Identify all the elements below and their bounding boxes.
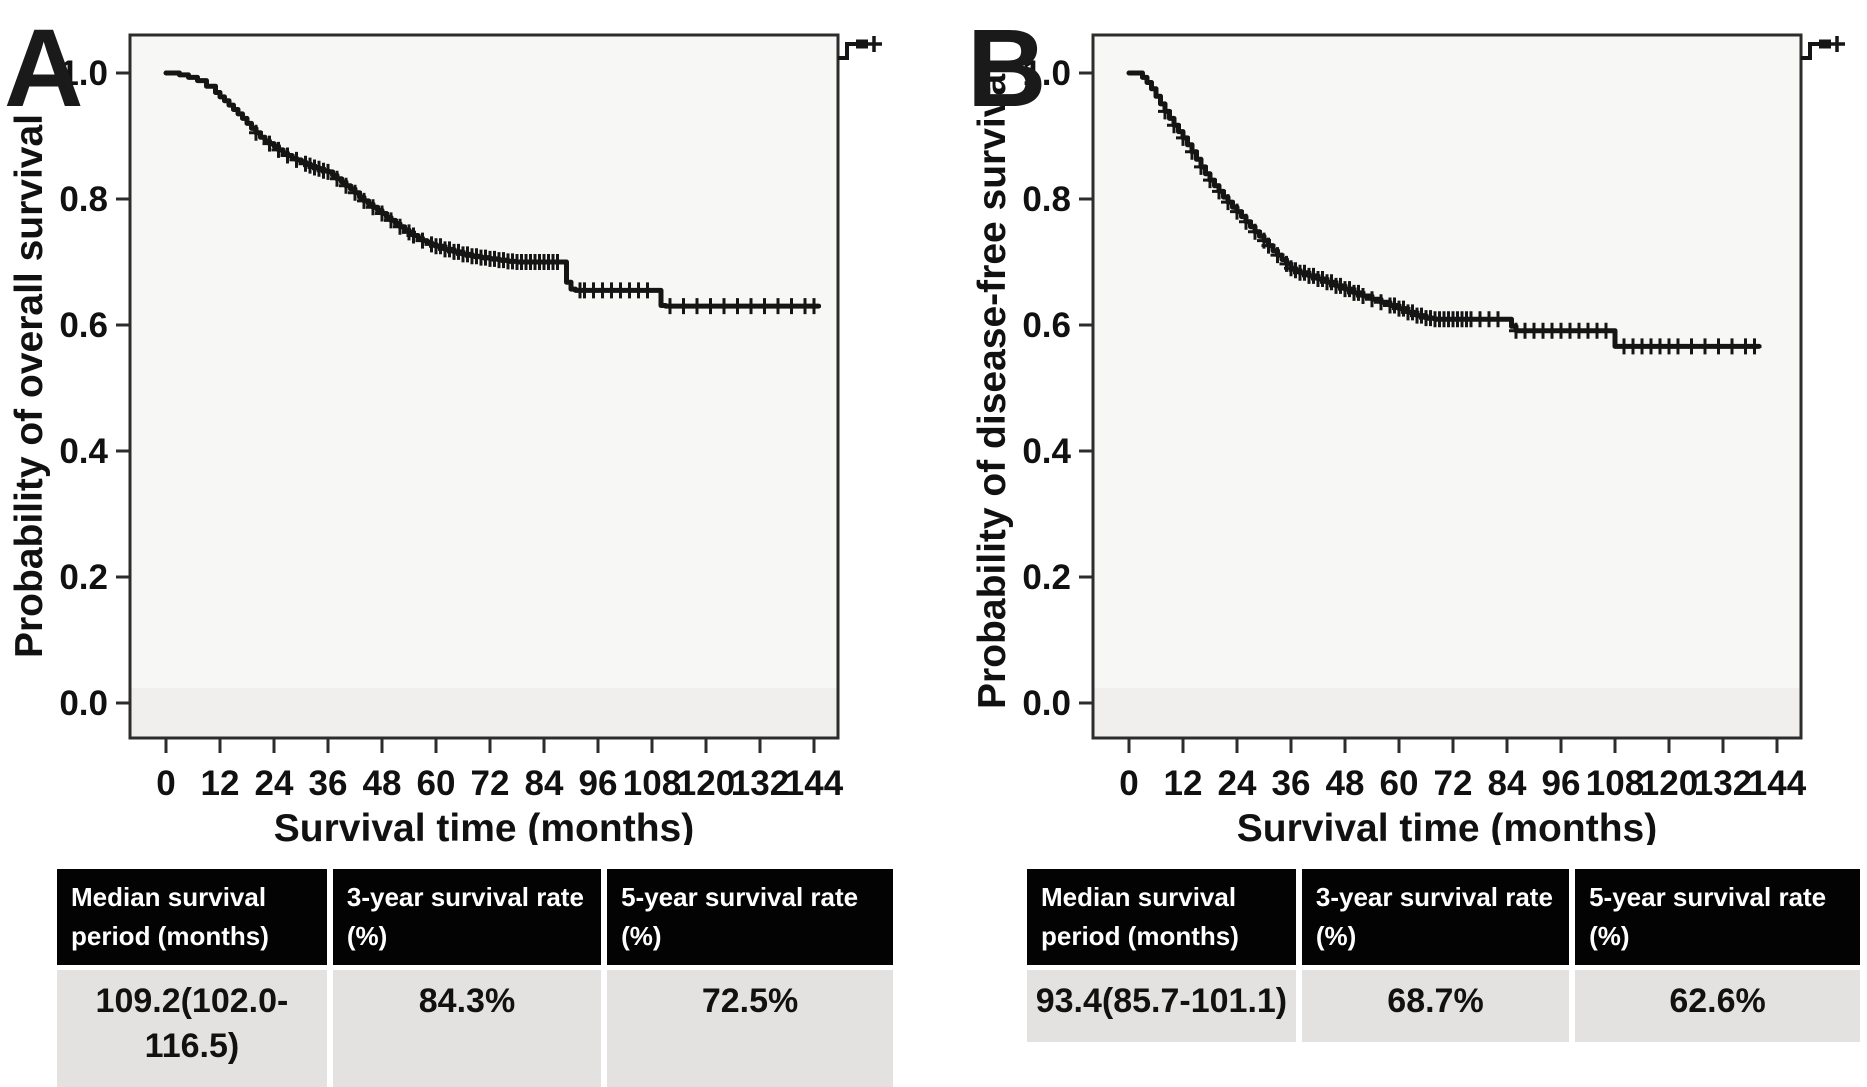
censor-marks	[1158, 103, 1762, 355]
km-chart-disease-free-survival: 1.0 0.8 0.6 0.4 0.2 0.0 0 12 24 36 48 60 72 84 96 10812…	[967, 7, 1845, 845]
y-axis-label: Probability of disease-free survival	[971, 63, 1014, 709]
y-tick-label: 0.4	[1022, 432, 1071, 471]
x-tick-label: 36	[309, 764, 348, 803]
x-tick-label: 36	[1272, 764, 1311, 803]
corner-censored-glyph-plus-icon	[1829, 36, 1845, 52]
y-tick-label: 0.8	[1022, 180, 1071, 219]
x-axis-label: Survival time (months)	[1237, 807, 1657, 845]
x-axis-label: Survival time (months)	[274, 807, 694, 845]
x-tick-label: 120	[677, 764, 735, 803]
corner-censored-glyph-plus-icon	[866, 36, 882, 52]
value-median-survival: 93.4(85.7-101.1)	[1027, 970, 1302, 1042]
x-tick-label: 72	[1434, 764, 1473, 803]
corner-censored-glyph-step	[1801, 42, 1825, 60]
y-tick-label: 1.0	[59, 54, 108, 93]
plot-border	[1091, 33, 1803, 740]
x-tick-label: 24	[1218, 764, 1257, 803]
value-5-year-rate: 62.6%	[1575, 970, 1860, 1042]
plot-area-lower-band	[130, 688, 838, 738]
header-5-year-rate: 5-year survival rate (%)	[607, 869, 893, 970]
survival-stats-table-a: Median survival period (months) 3-year s…	[57, 869, 893, 1087]
x-tick-label: 144	[1748, 764, 1807, 803]
x-tick-label: 108	[1586, 764, 1644, 803]
value-3-year-rate: 84.3%	[332, 970, 608, 1087]
x-tick-label: 132	[731, 764, 789, 803]
header-5-year-rate: 5-year survival rate (%)	[1575, 869, 1860, 970]
censor-marks	[249, 124, 821, 315]
panel-disease-free-survival: 1.0 0.8 0.6 0.4 0.2 0.0 0 12 24 36 48 60 72 84 96 108 12…	[934, 0, 1867, 1050]
plot-border	[128, 33, 840, 740]
x-tick-label: 144	[785, 764, 844, 803]
plot-area-lower-band	[1093, 688, 1801, 738]
table-value-row: 93.4(85.7-101.1) 68.7% 62.6%	[1027, 970, 1860, 1042]
x-tick-label: 84	[1488, 764, 1527, 803]
y-tick-label: 0.6	[1022, 306, 1071, 345]
x-tick-label: 48	[363, 764, 402, 803]
x-tick-label: 0	[156, 764, 175, 803]
survival-stats-table-b: Median survival period (months) 3-year s…	[1027, 869, 1860, 1042]
x-tick-label: 48	[1326, 764, 1365, 803]
x-tick-label: 108	[623, 764, 681, 803]
plot-area	[130, 35, 838, 738]
header-median-survival: Median survival period (months)	[57, 869, 333, 970]
x-tick-label: 60	[417, 764, 456, 803]
x-tick-label: 0	[1119, 764, 1138, 803]
corner-censored-glyph-step	[838, 42, 862, 60]
x-tick-label: 72	[471, 764, 510, 803]
panel-overall-survival: 1.0 0.8 0.6 0.4 0.2 0.0 0 12 24 36 48 60 72 84 96 108 12…	[0, 0, 933, 1087]
y-tick-label: 0.2	[59, 558, 108, 597]
header-median-survival: Median survival period (months)	[1027, 869, 1302, 970]
x-tick-label: 12	[201, 764, 240, 803]
y-tick-label: 0.2	[1022, 558, 1071, 597]
y-tick-label: 0.6	[59, 306, 108, 345]
x-tick-label: 96	[1542, 764, 1581, 803]
table-value-row: 109.2(102.0-116.5) 84.3% 72.5%	[57, 970, 893, 1087]
x-tick-label: 60	[1380, 764, 1419, 803]
x-tick-label: 120	[1640, 764, 1698, 803]
table-header-row: Median survival period (months) 3-year s…	[57, 869, 893, 970]
value-5-year-rate: 72.5%	[607, 970, 893, 1087]
value-median-survival: 109.2(102.0-116.5)	[57, 970, 333, 1087]
header-3-year-rate: 3-year survival rate (%)	[332, 869, 608, 970]
x-tick-label: 84	[525, 764, 564, 803]
x-tick-label: 96	[579, 764, 618, 803]
value-3-year-rate: 68.7%	[1301, 970, 1576, 1042]
x-tick-label: 12	[1164, 764, 1203, 803]
plot-area	[1093, 35, 1801, 738]
table-header-row: Median survival period (months) 3-year s…	[1027, 869, 1860, 970]
y-tick-label: 0.8	[59, 180, 108, 219]
x-tick-label: 24	[255, 764, 294, 803]
x-tick-label: 132	[1694, 764, 1752, 803]
panel-letter: B	[967, 7, 1046, 130]
y-tick-label: 0.0	[59, 684, 108, 723]
y-tick-label: 0.0	[1022, 684, 1071, 723]
km-chart-overall-survival: 1.0 0.8 0.6 0.4 0.2 0.0 0 12 24 36 48 60 72 84 96 10812…	[4, 7, 882, 845]
y-tick-label: 1.0	[1022, 54, 1071, 93]
y-tick-label: 0.4	[59, 432, 108, 471]
header-3-year-rate: 3-year survival rate (%)	[1301, 869, 1576, 970]
panel-letter: A	[4, 7, 83, 130]
y-axis-label: Probability of overall survival	[8, 114, 51, 658]
